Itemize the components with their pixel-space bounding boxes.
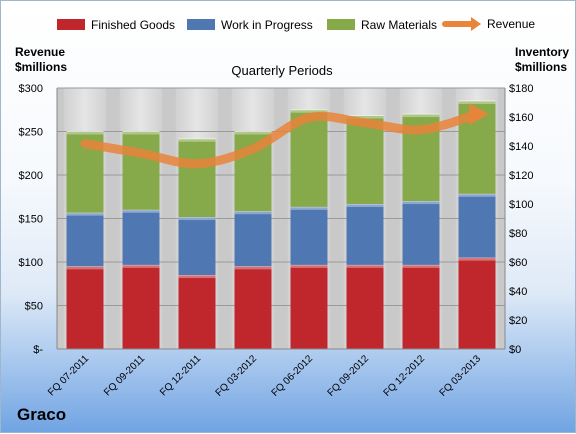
bar-segment xyxy=(67,266,104,349)
bar-segment xyxy=(459,258,496,349)
x-tick-label: FQ 12-2011 xyxy=(158,353,203,398)
y-right-tick-label: $0 xyxy=(509,344,521,356)
y-right-tick-label: $140 xyxy=(509,141,533,153)
bar-segment xyxy=(179,275,216,349)
x-tick-label: FQ 03-2012 xyxy=(214,353,260,399)
y-left-tick-label: $250 xyxy=(19,127,43,139)
y-right-tick-label: $120 xyxy=(509,170,533,182)
y-left-tick-label: $300 xyxy=(19,83,43,95)
y-right-tick-label: $40 xyxy=(509,286,527,298)
y-left-tick-label: $- xyxy=(33,344,43,356)
y-right-tick-label: $180 xyxy=(509,83,533,95)
legend: Finished Goods Work in Progress Raw Materi… xyxy=(57,17,535,32)
y-right-tick-label: $160 xyxy=(509,112,533,124)
legend-swatch-arrow xyxy=(471,17,481,31)
right-axis-title-line1: Inventory xyxy=(515,45,569,59)
x-tick-label: FQ 06-2012 xyxy=(270,353,316,399)
bar-segment xyxy=(291,207,328,265)
chart-title: Quarterly Periods xyxy=(231,63,333,78)
bar-segment xyxy=(67,213,104,267)
bar-segment xyxy=(235,211,272,266)
bar-segment xyxy=(123,132,160,210)
x-tick-label: FQ 12-2012 xyxy=(382,353,428,399)
legend-label: Revenue xyxy=(487,17,535,31)
bar-segment xyxy=(179,139,216,217)
y-right-tick-label: $60 xyxy=(509,257,527,269)
bar-segment xyxy=(347,265,384,349)
bar-segment xyxy=(403,201,440,265)
company-name: Graco xyxy=(17,405,66,425)
y-right-tick-label: $100 xyxy=(509,199,533,211)
x-tick-label: FQ 09-2011 xyxy=(102,353,147,398)
legend-swatch xyxy=(57,19,85,30)
y-right-tick-label: $20 xyxy=(509,315,527,327)
x-tick-label: FQ 07-2011 xyxy=(46,353,91,398)
axis-titles: Revenue $millions Inventory $millions Qu… xyxy=(15,45,569,78)
bar-segment xyxy=(123,265,160,349)
legend-label: Work in Progress xyxy=(221,18,313,32)
left-axis-title-line1: Revenue xyxy=(15,45,65,59)
y-left-tick-label: $200 xyxy=(19,170,43,182)
bar-segment xyxy=(403,265,440,349)
left-axis-title-line2: $millions xyxy=(15,60,67,74)
bar-segment xyxy=(347,204,384,265)
legend-swatch xyxy=(327,19,355,30)
right-axis-title-line2: $millions xyxy=(515,60,567,74)
legend-swatch xyxy=(187,19,215,30)
legend-label: Finished Goods xyxy=(91,18,175,32)
bar-segment xyxy=(179,217,216,275)
y-right-tick-label: $80 xyxy=(509,228,527,240)
bar-segment xyxy=(123,210,160,265)
legend-label: Raw Materials xyxy=(361,18,437,32)
y-left-tick-label: $150 xyxy=(19,214,43,226)
y-left-tick-label: $50 xyxy=(25,301,43,313)
bar-segment xyxy=(291,265,328,349)
x-tick-label: FQ 09-2012 xyxy=(326,353,372,399)
bar-segment xyxy=(459,194,496,258)
y-left-tick-label: $100 xyxy=(19,257,43,269)
x-tick-label: FQ 03-2013 xyxy=(438,353,484,399)
bar-segment xyxy=(235,266,272,349)
